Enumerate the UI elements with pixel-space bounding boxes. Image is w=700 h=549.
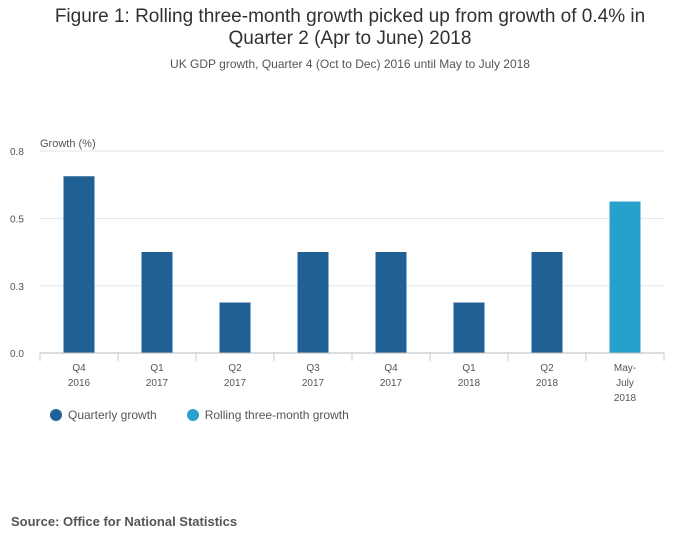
x-tick-label: 2017 [224, 378, 247, 389]
legend-item-quarterly: Quarterly growth [50, 408, 157, 422]
chart-subtitle: UK GDP growth, Quarter 4 (Oct to Dec) 20… [170, 57, 530, 71]
x-tick-label: 2016 [68, 378, 91, 389]
bar-quarterly [219, 302, 251, 353]
x-tick-label: Q3 [306, 363, 320, 374]
x-tick-label: Q2 [540, 363, 554, 374]
x-tick-label: Q4 [72, 363, 86, 374]
y-axis-label: Growth (%) [40, 138, 96, 150]
legend-swatch-rolling [186, 409, 199, 421]
y-tick-label: 0.5 [10, 214, 24, 225]
x-tick-label: Q1 [150, 363, 164, 374]
y-tick-label: 0.8 [10, 147, 24, 158]
x-tick-label: Q2 [228, 363, 242, 374]
y-tick-label: 0.0 [10, 349, 24, 360]
x-tick-label: 2018 [536, 378, 559, 389]
bar-quarterly [531, 252, 563, 353]
source-note: Source: Office for National Statistics [11, 514, 238, 529]
legend: Quarterly growth Rolling three-month gro… [50, 408, 379, 422]
x-tick-label: 2018 [458, 378, 481, 389]
chart-title: Figure 1: Rolling three-month growth pic… [0, 6, 700, 50]
bar-quarterly [375, 252, 407, 353]
x-tick-label: July [616, 378, 634, 389]
x-tick-label: Q4 [384, 363, 398, 374]
bar-quarterly [141, 252, 173, 353]
legend-item-rolling: Rolling three-month growth [186, 408, 349, 422]
x-tick-label: May- [614, 363, 636, 374]
bar-quarterly [63, 176, 95, 353]
legend-swatch-quarterly [50, 409, 62, 421]
legend-label-quarterly: Quarterly growth [68, 408, 157, 422]
x-tick-label: 2017 [146, 378, 169, 389]
x-tick-label: Q1 [462, 363, 476, 374]
x-tick-label: 2018 [614, 393, 637, 404]
x-tick-label: 2017 [380, 378, 403, 389]
bar-rolling [609, 201, 641, 353]
bar-quarterly [297, 252, 329, 353]
y-tick-label: 0.3 [10, 282, 24, 293]
legend-label-rolling: Rolling three-month growth [204, 408, 349, 422]
title-line-2: Quarter 2 (Apr to June) 2018 [228, 28, 472, 49]
x-tick-label: 2017 [302, 378, 325, 389]
bar-quarterly [453, 302, 485, 353]
title-line-1: Figure 1: Rolling three-month growth pic… [54, 6, 646, 27]
